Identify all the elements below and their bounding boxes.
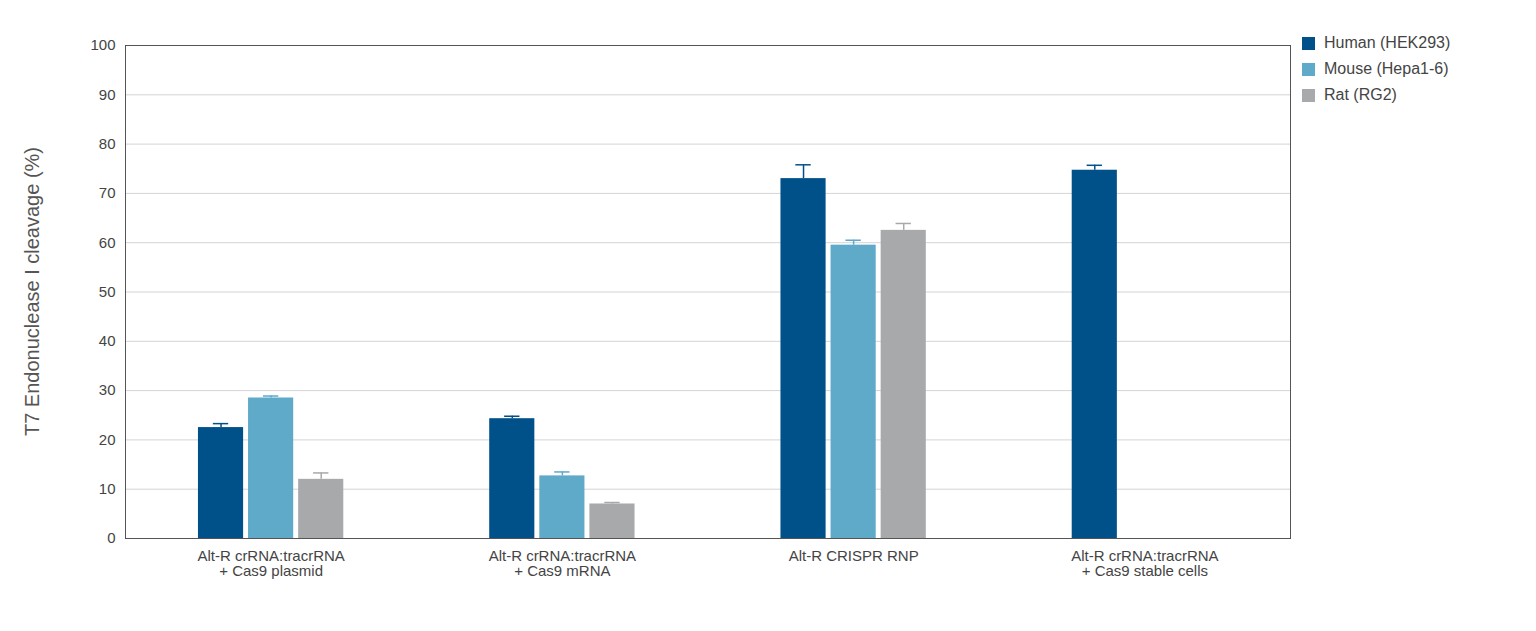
html-text:Rat (RG2): Rat (RG2) <box>1324 86 1397 103</box>
svg-text:Alt-R crRNA:tracrRNA+ Cas9 sta: Alt-R crRNA:tracrRNA+ Cas9 stable cells <box>1071 547 1219 579</box>
svg-text:10: 10 <box>99 480 116 497</box>
svg-text:90: 90 <box>99 86 116 103</box>
svg-text:Alt-R crRNA:tracrRNA+ Cas9 mRN: Alt-R crRNA:tracrRNA+ Cas9 mRNA <box>489 547 637 579</box>
svg-text:60: 60 <box>99 234 116 251</box>
svg-text:T7 Endonuclease I cleavage (%): T7 Endonuclease I cleavage (%) <box>21 147 43 436</box>
svg-text:80: 80 <box>99 135 116 152</box>
svg-text:30: 30 <box>99 381 116 398</box>
html-text:Mouse (Hepa1-6): Mouse (Hepa1-6) <box>1324 60 1449 77</box>
svg-text:0: 0 <box>107 529 115 546</box>
svg-text:70: 70 <box>99 184 116 201</box>
svg-text:Alt-R crRNA:tracrRNA+ Cas9 pla: Alt-R crRNA:tracrRNA+ Cas9 plasmid <box>197 547 345 579</box>
svg-text:40: 40 <box>99 332 116 349</box>
svg-text:50: 50 <box>99 283 116 300</box>
svg-text:Alt-R CRISPR RNP: Alt-R CRISPR RNP <box>789 547 919 564</box>
html-text:Human (HEK293): Human (HEK293) <box>1324 34 1451 51</box>
svg-text:20: 20 <box>99 431 116 448</box>
svg-text:100: 100 <box>90 36 115 53</box>
